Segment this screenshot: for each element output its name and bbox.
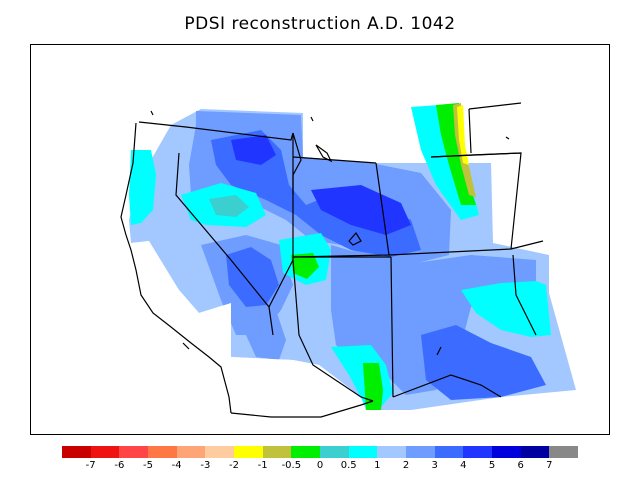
gap-north-idaho	[303, 107, 413, 163]
gap-california-coast	[131, 241, 231, 357]
legend-tick-label: 2	[402, 460, 410, 471]
legend-swatch	[463, 446, 493, 458]
legend-tick-label: 0	[316, 460, 324, 471]
legend-swatch	[348, 446, 378, 458]
legend-tick-label: 5	[488, 460, 496, 471]
legend-swatch	[291, 446, 321, 458]
legend-swatch	[176, 446, 206, 458]
border-idaho-montana	[292, 132, 302, 176]
legend-swatch	[119, 446, 149, 458]
border-wy-co	[375, 162, 390, 256]
legend-tick-label: -4	[171, 460, 182, 471]
border-ut-co	[292, 240, 544, 258]
legend-swatch	[492, 446, 521, 458]
legend-tick-label: 0.5	[340, 460, 357, 471]
legend-tick-label: 4	[460, 460, 467, 471]
field-green-south	[363, 363, 383, 410]
border-oregon-idaho	[138, 121, 294, 141]
lake-powell	[348, 231, 362, 246]
legend-tick-label: -7	[85, 460, 96, 471]
great-salt-lake	[315, 144, 333, 163]
field-blue-central	[226, 247, 279, 307]
legend-swatch	[377, 446, 407, 458]
island-4	[182, 342, 190, 350]
coastline	[120, 122, 232, 414]
legend-tick-label: -6	[114, 460, 125, 471]
legend-swatch	[520, 446, 550, 458]
legend-swatch	[90, 446, 120, 458]
island-3	[505, 136, 510, 140]
legend-tick-label: -1	[257, 460, 268, 471]
water-features	[150, 110, 510, 356]
color-legend-labels: -7 -6 -5 -4 -3 -2 -1 -0.5 0 0.5 1 2 3 4 5 6 7	[62, 460, 578, 472]
border-nm-tx	[392, 374, 502, 398]
field-green-utah	[291, 253, 319, 279]
legend-tick-label: 6	[517, 460, 524, 471]
field-blue-southeast	[421, 325, 546, 400]
legend-swatch	[262, 446, 292, 458]
field-mid-blue-southwest	[241, 307, 286, 360]
border-co-nm	[390, 256, 394, 398]
field-yellow-northeast	[457, 105, 469, 165]
legend-swatch	[320, 446, 349, 458]
field-deep-blue-east	[311, 185, 411, 235]
field-cyan-west	[129, 150, 156, 225]
pdsi-field	[129, 103, 576, 410]
field-deep-blue-core	[231, 135, 276, 165]
legend-tick-label: -3	[200, 460, 211, 471]
map-panel	[30, 44, 610, 435]
legend-swatch	[406, 446, 435, 458]
border-wy-id	[292, 156, 377, 195]
island-1	[150, 110, 154, 116]
legend-tick-label: 1	[374, 460, 381, 471]
field-cyan-east	[461, 281, 551, 337]
border-sd-ne	[430, 152, 522, 158]
border-az-nm	[292, 259, 374, 402]
field-teal-nevada	[209, 195, 249, 217]
legend-swatch	[549, 446, 579, 458]
legend-tick-label: -0.5	[281, 460, 302, 471]
legend-tick-label: -2	[229, 460, 239, 471]
legend-swatch	[148, 446, 177, 458]
border-ok	[512, 254, 537, 336]
pdsi-map	[120, 102, 576, 418]
boundaries	[120, 102, 544, 418]
legend-swatch	[434, 446, 464, 458]
legend-tick-label: 7	[546, 460, 553, 471]
legend-swatch	[62, 446, 91, 458]
legend-swatch	[234, 446, 263, 458]
map-title: PDSI reconstruction A.D. 1042	[184, 14, 456, 34]
field-mid-blue-east	[331, 245, 536, 395]
border-mexico	[230, 400, 374, 418]
border-dakotas	[468, 102, 522, 154]
legend-swatch	[205, 446, 235, 458]
legend-tick-label: -5	[143, 460, 153, 471]
color-legend	[62, 446, 579, 458]
border-nv-ca	[175, 152, 274, 336]
data-gaps	[131, 107, 413, 397]
island-5	[436, 346, 442, 356]
legend-tick-label: 3	[431, 460, 438, 471]
gap-arizona-south	[231, 357, 361, 397]
island-2	[310, 116, 314, 122]
